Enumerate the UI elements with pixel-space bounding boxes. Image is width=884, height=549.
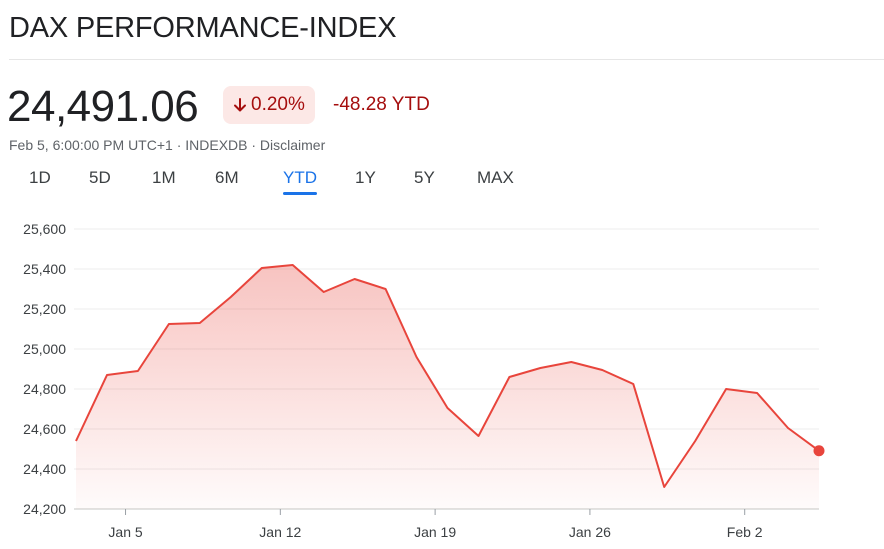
y-tick-label: 24,200 (23, 501, 66, 517)
data-point (630, 381, 636, 387)
data-point (785, 425, 791, 431)
data-point (537, 365, 543, 371)
quote-meta: Feb 5, 6:00:00 PM UTC+1 · INDEXDB · Disc… (9, 137, 326, 153)
data-point (445, 405, 451, 411)
index-title: DAX PERFORMANCE-INDEX (9, 12, 397, 44)
tab-1d[interactable]: 1D (29, 168, 51, 187)
arrow-down-icon (233, 97, 247, 113)
tab-5d[interactable]: 5D (89, 168, 111, 187)
data-point (197, 320, 203, 326)
y-tick-label: 24,600 (23, 421, 66, 437)
header-divider (9, 59, 884, 60)
tab-6m[interactable]: 6M (215, 168, 239, 187)
data-point (166, 321, 172, 327)
data-point (73, 438, 79, 444)
data-point (228, 294, 234, 300)
last-price-marker (813, 445, 825, 457)
data-point (290, 262, 296, 268)
x-tick-label: Jan 5 (108, 524, 142, 540)
data-point (661, 484, 667, 490)
data-point (599, 367, 605, 373)
data-point (135, 368, 141, 374)
y-tick-label: 25,600 (23, 221, 66, 237)
x-tick-label: Feb 2 (727, 524, 763, 540)
change-percent-value: 0.20% (251, 94, 305, 115)
data-point (506, 374, 512, 380)
data-point (414, 354, 420, 360)
data-point (692, 438, 698, 444)
data-point (259, 265, 265, 271)
x-tick-label: Jan 12 (259, 524, 301, 540)
change-percent-badge: 0.20% (223, 86, 315, 124)
data-point (383, 286, 389, 292)
price-chart[interactable]: 25,600 25,400 25,200 25,000 24,800 24,600 24,4… (0, 205, 884, 549)
y-tick-label: 24,400 (23, 461, 66, 477)
data-point (352, 276, 358, 282)
data-point (104, 372, 110, 378)
y-tick-label: 24,800 (23, 381, 66, 397)
price-line (75, 264, 820, 488)
data-point (568, 359, 574, 365)
tab-max[interactable]: MAX (477, 168, 514, 187)
x-tick-label: Jan 19 (414, 524, 456, 540)
current-price: 24,491.06 (7, 82, 199, 131)
data-point (754, 390, 760, 396)
range-tabs: 1D 5D 1M 6M YTD 1Y 5Y MAX (0, 168, 600, 198)
y-tick-label: 25,000 (23, 341, 66, 357)
x-tick-label: Jan 26 (569, 524, 611, 540)
data-point (723, 386, 729, 392)
price-area-fill (76, 265, 819, 509)
y-tick-label: 25,400 (23, 261, 66, 277)
tab-1y[interactable]: 1Y (355, 168, 376, 187)
tab-1m[interactable]: 1M (152, 168, 176, 187)
tab-5y[interactable]: 5Y (414, 168, 435, 187)
data-point (321, 289, 327, 295)
tab-ytd[interactable]: YTD (283, 168, 317, 195)
y-tick-label: 25,200 (23, 301, 66, 317)
data-point (475, 433, 481, 439)
ytd-change: -48.28 YTD (333, 94, 430, 115)
